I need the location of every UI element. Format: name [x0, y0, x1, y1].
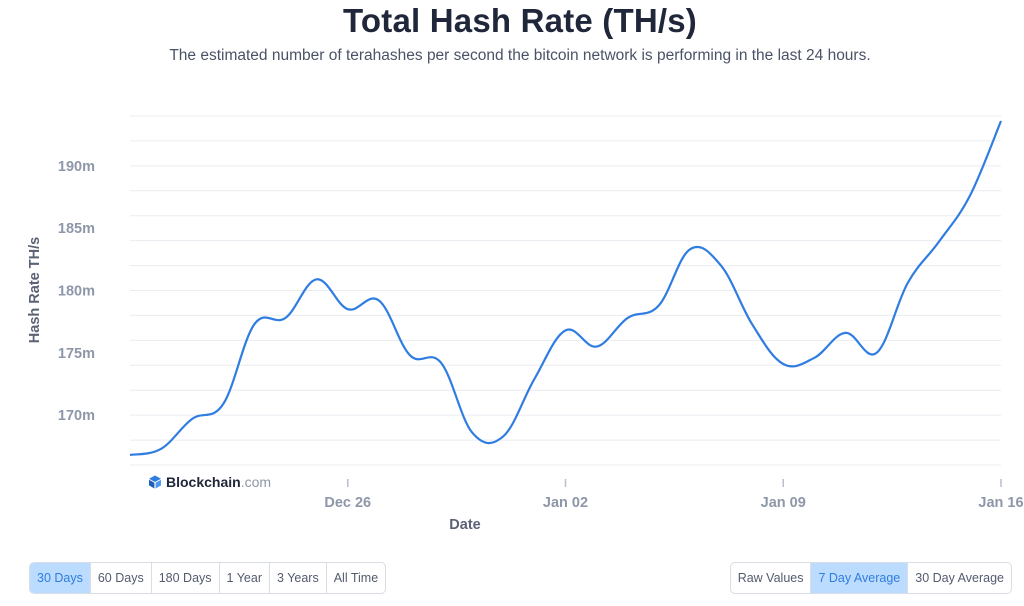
- watermark-brand: Blockchain: [166, 474, 241, 490]
- chart-title: Total Hash Rate (TH/s): [343, 2, 697, 39]
- grid-lines: [130, 115, 1001, 466]
- y-tick-label: 190m: [58, 159, 95, 175]
- chart-subtitle: The estimated number of terahashes per s…: [169, 47, 871, 64]
- x-tick-label: Dec 26: [324, 495, 371, 511]
- range-button-all-time[interactable]: All Time: [333, 571, 379, 585]
- x-tick-label: Jan 16: [978, 495, 1023, 511]
- mode-button-raw-values[interactable]: Raw Values: [731, 563, 812, 593]
- hash-rate-line: [129, 120, 1003, 457]
- x-tick-label: Jan 02: [543, 495, 588, 511]
- y-tick-label: 175m: [58, 346, 95, 362]
- range-button-30-days[interactable]: 30 Days: [30, 563, 91, 593]
- hash-rate-chart: 170m 175m 180m 185m 190m Dec 26 Jan 02 Jan 09 J…: [27, 115, 1024, 533]
- blockchain-watermark: Blockchain .com: [148, 474, 271, 490]
- x-axis-title: Date: [449, 517, 480, 533]
- mode-button-30-day-average[interactable]: 30 Day Average: [915, 571, 1004, 585]
- x-tick-label: Jan 09: [761, 495, 806, 511]
- blockchain-logo-icon: [149, 475, 161, 489]
- y-tick-label: 180m: [58, 284, 95, 300]
- range-button-1-year[interactable]: 1 Year: [220, 563, 270, 593]
- time-range-selector: 30 Days 60 Days 180 Days 1 Year 3 Years All T…: [29, 562, 387, 594]
- y-tick-label: 185m: [58, 221, 95, 237]
- range-button-180-days[interactable]: 180 Days: [152, 563, 220, 593]
- averaging-mode-selector: Raw Values 7 Day Average 30 Day Average: [729, 562, 1012, 594]
- y-axis-ticks: 170m 175m 180m 185m 190m: [58, 159, 95, 424]
- watermark-domain: .com: [240, 474, 272, 490]
- y-tick-label: 170m: [58, 408, 95, 424]
- x-axis-ticks: Dec 26 Jan 02 Jan 09 Jan 16: [324, 479, 1024, 511]
- mode-button-7-day-average[interactable]: 7 Day Average: [811, 563, 909, 593]
- range-button-3-years[interactable]: 3 Years: [270, 563, 327, 593]
- y-axis-title: Hash Rate TH/s: [27, 237, 43, 343]
- range-button-60-days[interactable]: 60 Days: [91, 563, 152, 593]
